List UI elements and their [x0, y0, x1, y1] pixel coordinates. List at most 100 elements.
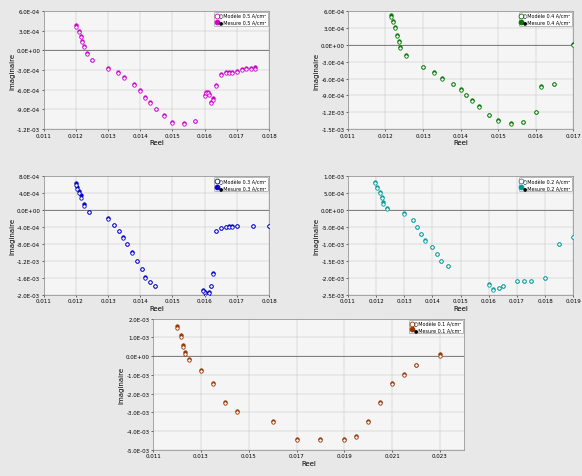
Point — [179, 341, 188, 349]
Point — [370, 180, 379, 188]
Point — [203, 90, 212, 98]
Point — [388, 18, 398, 26]
Point — [76, 194, 86, 202]
Point — [250, 64, 259, 72]
Y-axis label: Imaginaire: Imaginaire — [313, 218, 319, 255]
Point — [412, 224, 421, 231]
Point — [237, 67, 246, 75]
Point — [168, 119, 177, 127]
Point — [340, 436, 349, 444]
Point — [198, 287, 208, 295]
Point — [203, 291, 212, 298]
Point — [184, 355, 194, 363]
Point — [140, 275, 150, 282]
Point — [316, 436, 325, 444]
Point — [201, 291, 211, 299]
Point — [430, 70, 439, 78]
Point — [76, 33, 86, 40]
Point — [394, 39, 403, 46]
Legend: ○Modèle 0.4 A/cm², ●Mesure 0.4 A/cm²: ○Modèle 0.4 A/cm², ●Mesure 0.4 A/cm² — [519, 13, 572, 27]
Point — [79, 201, 88, 208]
Point — [74, 28, 84, 35]
Point — [176, 332, 185, 339]
Point — [435, 353, 445, 360]
Point — [388, 20, 398, 27]
Point — [364, 418, 373, 426]
Point — [140, 274, 150, 282]
Point — [232, 68, 242, 75]
Point — [228, 69, 237, 77]
Point — [208, 381, 218, 388]
Point — [242, 65, 251, 73]
Point — [84, 209, 93, 217]
Point — [71, 182, 80, 189]
Point — [488, 286, 498, 294]
Point — [392, 33, 402, 41]
Point — [110, 222, 119, 229]
Point — [83, 51, 92, 59]
Point — [140, 95, 150, 102]
Point — [484, 281, 494, 289]
Point — [115, 228, 124, 235]
Point — [232, 407, 242, 415]
Point — [375, 190, 385, 198]
Point — [208, 95, 217, 103]
Point — [208, 380, 218, 387]
Point — [249, 223, 258, 230]
Point — [168, 119, 177, 127]
Point — [71, 22, 80, 30]
Point — [232, 69, 242, 77]
Point — [373, 185, 382, 193]
Point — [388, 381, 397, 388]
Point — [494, 117, 503, 125]
Point — [79, 43, 88, 51]
Point — [386, 14, 396, 21]
Point — [411, 361, 421, 368]
Point — [159, 112, 169, 120]
Point — [140, 94, 150, 101]
Point — [292, 436, 301, 443]
Point — [73, 186, 82, 194]
Point — [150, 283, 159, 290]
Point — [211, 82, 221, 90]
Point — [198, 287, 208, 294]
Point — [526, 278, 535, 285]
Point — [399, 370, 409, 378]
Point — [207, 100, 216, 108]
Point — [402, 53, 411, 60]
Point — [200, 289, 210, 297]
Point — [137, 266, 147, 274]
Point — [84, 208, 93, 216]
Point — [113, 69, 122, 77]
Point — [507, 120, 516, 128]
Point — [417, 230, 426, 238]
Point — [462, 92, 471, 100]
Point — [484, 111, 494, 119]
Point — [531, 109, 540, 116]
Point — [146, 100, 155, 108]
Point — [249, 223, 258, 231]
Point — [201, 90, 211, 98]
Point — [541, 275, 550, 282]
Point — [207, 282, 216, 290]
Point — [432, 250, 441, 258]
Point — [123, 241, 132, 248]
Point — [76, 34, 86, 42]
Point — [190, 118, 200, 126]
Point — [146, 278, 155, 286]
Point — [74, 188, 84, 196]
Point — [488, 286, 498, 294]
Point — [526, 278, 535, 286]
Point — [518, 119, 527, 127]
Point — [207, 283, 216, 290]
Point — [390, 25, 399, 32]
Point — [74, 29, 84, 37]
X-axis label: Reel: Reel — [149, 305, 164, 311]
Point — [208, 97, 217, 104]
Point — [428, 244, 437, 251]
Point — [373, 183, 382, 191]
Point — [208, 270, 217, 278]
Point — [201, 291, 211, 298]
Point — [200, 289, 210, 297]
Point — [205, 92, 214, 99]
